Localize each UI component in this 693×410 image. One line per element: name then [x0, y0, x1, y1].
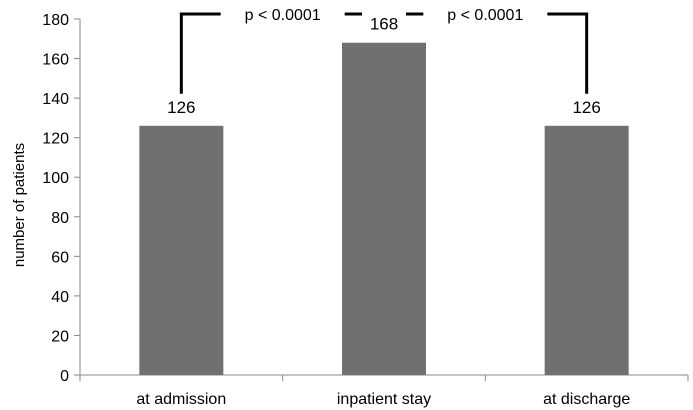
data-labels: 126 168 126 — [167, 15, 601, 117]
bracket-line — [547, 12, 589, 94]
y-tick-label: 100 — [42, 170, 69, 187]
p-value-label: p < 0.0001 — [447, 7, 523, 24]
bars — [139, 42, 629, 375]
y-axis: 0 20 40 60 80 100 120 140 160 180 — [42, 12, 81, 385]
x-axis: at admission inpatient stay at discharge — [79, 374, 689, 408]
bracket-line — [179, 12, 221, 94]
bar-inpatient-stay — [342, 42, 426, 375]
y-axis-title: number of patients — [11, 143, 28, 267]
y-tick-label: 20 — [51, 328, 69, 345]
y-tick-label: 40 — [51, 289, 69, 306]
x-category-label: at admission — [136, 391, 226, 408]
x-category-label: inpatient stay — [337, 391, 431, 408]
y-tick-label: 140 — [42, 91, 69, 108]
y-tick-label: 180 — [42, 12, 69, 29]
y-tick-label: 60 — [51, 249, 69, 266]
x-category-label: at discharge — [543, 391, 630, 408]
y-tick-label: 80 — [51, 210, 69, 227]
bar-value-label: 126 — [167, 98, 195, 117]
y-tick-label: 160 — [42, 52, 69, 69]
bar-value-label: 168 — [370, 15, 398, 34]
bar-at-admission — [139, 125, 224, 375]
bar-at-discharge — [544, 125, 629, 375]
significance-brackets: p < 0.0001 p < 0.0001 — [179, 7, 589, 94]
y-tick-label: 120 — [42, 131, 69, 148]
p-value-label: p < 0.0001 — [245, 7, 321, 24]
y-tick-label: 0 — [60, 368, 69, 385]
bar-value-label: 126 — [572, 98, 600, 117]
